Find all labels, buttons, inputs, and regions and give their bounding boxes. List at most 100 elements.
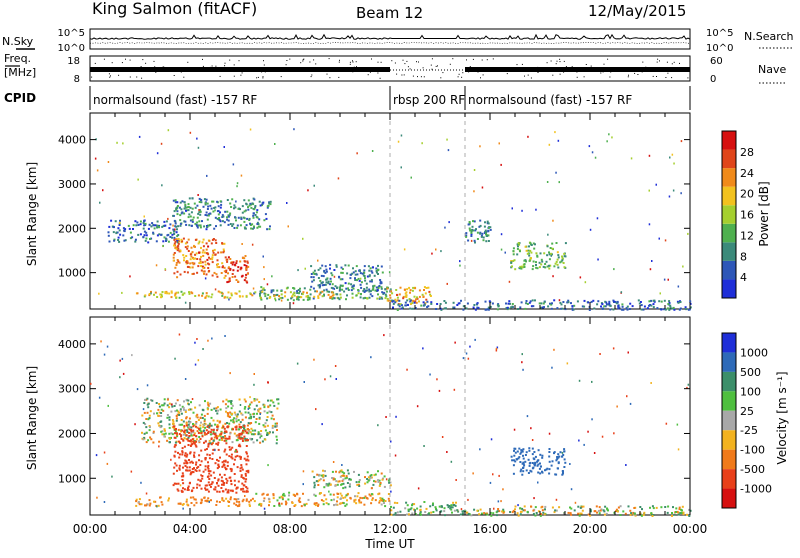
data-cell (254, 421, 257, 424)
data-cell (613, 268, 615, 271)
data-cell (222, 400, 225, 403)
data-cell (264, 438, 267, 441)
data-cell (558, 299, 561, 302)
power-colorbar-swatch (722, 205, 736, 224)
data-cell (373, 474, 376, 477)
data-cell (233, 473, 236, 475)
data-cell (215, 407, 218, 410)
data-cell (247, 471, 250, 474)
data-cell (213, 207, 216, 209)
data-cell (194, 444, 197, 447)
data-cell (567, 299, 570, 302)
data-cell (188, 482, 191, 485)
data-cell (185, 417, 188, 420)
data-cell (229, 498, 232, 501)
nave-point (602, 71, 604, 73)
data-cell (297, 499, 300, 502)
data-cell (217, 263, 219, 266)
nave-point (139, 69, 141, 71)
data-cell (223, 427, 226, 430)
data-cell (196, 426, 199, 429)
data-cell (96, 496, 98, 499)
data-cell (262, 287, 265, 290)
data-cell (218, 433, 221, 436)
data-cell (216, 427, 219, 430)
data-cell (114, 220, 117, 223)
data-cell (199, 224, 202, 227)
data-cell (173, 272, 176, 275)
data-cell (330, 499, 333, 502)
data-cell (318, 293, 321, 296)
data-cell (98, 396, 101, 399)
data-cell (313, 502, 316, 505)
cpid-segment-label: normalsound (fast) -157 RF (468, 93, 632, 107)
data-cell (569, 506, 571, 509)
data-cell (215, 242, 218, 244)
data-cell (357, 473, 360, 476)
data-cell (217, 213, 220, 216)
data-cell (666, 307, 669, 310)
data-cell (209, 402, 212, 405)
data-cell (206, 174, 208, 177)
data-cell (366, 289, 369, 292)
data-cell (266, 297, 269, 300)
data-cell (389, 484, 392, 487)
data-cell (689, 306, 692, 309)
data-cell (162, 224, 165, 227)
data-cell (176, 205, 179, 207)
data-cell (467, 239, 470, 242)
data-cell (345, 287, 348, 290)
data-cell (238, 504, 241, 507)
data-cell (227, 219, 230, 222)
data-cell (241, 211, 244, 214)
data-cell (210, 474, 213, 477)
data-cell (184, 242, 187, 245)
data-cell (249, 396, 251, 399)
data-cell (227, 500, 229, 503)
data-cell (168, 423, 171, 426)
data-cell (209, 204, 212, 207)
data-cell (264, 213, 267, 216)
data-cell (511, 305, 514, 308)
data-cell (249, 128, 252, 131)
data-cell (204, 468, 207, 471)
data-cell (186, 453, 189, 456)
data-cell (443, 300, 446, 302)
data-cell (530, 505, 533, 508)
data-cell (260, 504, 263, 507)
data-cell (406, 504, 409, 507)
data-cell (193, 504, 196, 507)
data-cell (152, 430, 155, 433)
data-cell (194, 498, 197, 501)
data-cell (213, 477, 216, 479)
x-axis-label: Time UT (364, 537, 415, 551)
data-cell (276, 429, 278, 431)
data-cell (582, 505, 585, 508)
data-cell (440, 510, 443, 513)
data-cell (185, 498, 188, 501)
data-cell (233, 458, 236, 461)
data-cell (566, 362, 569, 365)
data-cell (227, 256, 230, 259)
data-cell (244, 406, 247, 408)
data-cell (674, 511, 677, 513)
data-cell (344, 486, 347, 489)
data-cell (236, 505, 239, 508)
data-cell (651, 515, 654, 517)
data-cell (199, 438, 202, 440)
data-cell (513, 447, 516, 450)
data-cell (203, 424, 206, 426)
data-cell (301, 293, 304, 296)
data-cell (246, 281, 249, 284)
data-cell (118, 240, 121, 243)
data-cell (390, 509, 393, 512)
data-cell (129, 275, 131, 278)
data-cell (444, 226, 446, 229)
data-cell (561, 259, 564, 262)
data-cell (364, 289, 367, 292)
data-cell (175, 238, 178, 241)
data-cell (178, 453, 181, 456)
data-cell (228, 501, 231, 503)
data-cell (521, 507, 524, 510)
data-cell (247, 407, 250, 410)
